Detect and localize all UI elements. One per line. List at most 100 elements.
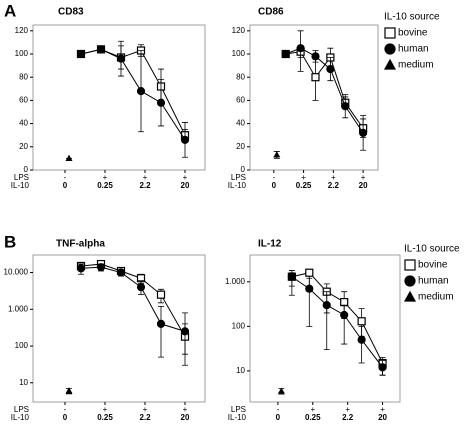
circle-marker	[116, 268, 126, 277]
y-tick-label: 100	[232, 49, 246, 58]
y-tick-label: 1.000	[8, 304, 29, 313]
plot-frame	[249, 24, 379, 171]
lps-label: -	[64, 405, 67, 414]
error-bar	[358, 325, 365, 364]
legend-label: human	[398, 44, 429, 55]
x-tick-label: 2.2	[342, 413, 354, 422]
y-tick-label: 80	[19, 72, 28, 81]
lps-label: -	[64, 173, 67, 182]
series-line	[80, 266, 186, 332]
square-marker	[311, 73, 320, 82]
circle-marker	[357, 335, 366, 344]
legend-marker	[404, 275, 416, 287]
circle-marker	[311, 52, 320, 61]
circle-marker	[305, 284, 314, 293]
circle-marker	[76, 49, 86, 59]
y-tick-label: 100	[15, 49, 29, 58]
y-tick-label: 60	[19, 96, 28, 105]
x-tick-label: 20	[181, 181, 190, 190]
square-marker	[305, 268, 314, 277]
triangle-marker	[273, 151, 281, 158]
row-label: B	[4, 232, 16, 251]
lps-label: +	[345, 405, 350, 414]
x-tick-label: 2.2	[328, 181, 340, 190]
plot-frame	[249, 254, 401, 403]
lps-label: +	[301, 173, 306, 182]
circle-marker	[287, 272, 296, 281]
y-tick-label: 40	[19, 119, 28, 128]
square-marker	[340, 298, 349, 307]
lps-label: -	[277, 405, 280, 414]
lps-label: +	[103, 173, 108, 182]
series-line	[285, 51, 364, 129]
y-tick-label: 20	[236, 142, 245, 151]
legend-marker	[383, 58, 397, 70]
lps-label: +	[310, 405, 315, 414]
x-tick-label: 20	[378, 413, 387, 422]
y-tick-label: 0	[241, 165, 246, 174]
circle-marker	[136, 283, 146, 292]
x-tick-label: 0.25	[97, 413, 113, 422]
y-tick-label: 100	[232, 321, 246, 330]
axis-row-label: IL-10	[11, 181, 30, 190]
axis-row-label: IL-10	[228, 181, 247, 190]
lps-label: +	[103, 405, 108, 414]
triangle-marker	[65, 387, 73, 394]
circle-marker	[341, 102, 350, 111]
x-tick-label: 20	[181, 413, 190, 422]
circle-marker	[116, 54, 126, 63]
lps-label: +	[143, 173, 148, 182]
axis-row-label: LPS	[231, 405, 246, 414]
circle-marker	[96, 45, 106, 54]
error-bar	[158, 305, 164, 358]
lps-label: +	[361, 173, 366, 182]
y-tick-label: 120	[15, 26, 29, 35]
panel-title: TNF-alpha	[56, 239, 105, 250]
y-tick-label: 10.000	[4, 268, 29, 277]
x-tick-label: 0.25	[296, 181, 312, 190]
plot-frame	[32, 254, 206, 403]
axis-row-label: LPS	[231, 173, 246, 182]
x-tick-label: 0	[272, 181, 277, 190]
square-marker	[357, 317, 366, 326]
circle-marker	[96, 263, 106, 272]
lps-label: +	[143, 405, 148, 414]
y-tick-label: 40	[236, 119, 245, 128]
circle-marker	[378, 363, 387, 372]
y-tick-label: 10	[236, 366, 245, 375]
y-tick-label: 120	[232, 26, 246, 35]
circle-marker	[281, 49, 290, 59]
circle-marker	[76, 264, 86, 273]
axis-row-label: IL-10	[228, 413, 247, 422]
y-tick-label: 80	[236, 72, 245, 81]
axis-row-label: LPS	[14, 405, 29, 414]
series-line	[80, 263, 186, 337]
circle-marker	[340, 310, 349, 320]
circle-marker	[296, 44, 305, 53]
circle-marker	[156, 319, 166, 329]
x-tick-label: 0	[63, 413, 68, 422]
circle-marker	[322, 300, 331, 310]
axis-row-label: LPS	[14, 173, 29, 182]
legend-marker	[384, 43, 396, 55]
circle-marker	[180, 135, 190, 144]
legend-label: bovine	[418, 260, 448, 271]
series-line	[80, 48, 186, 141]
y-tick-label: 0	[24, 165, 29, 174]
legend-label: medium	[398, 60, 434, 71]
plot-frame	[32, 24, 206, 171]
panel-title: CD86	[258, 7, 284, 18]
legend-label: medium	[418, 292, 454, 303]
legend-marker	[404, 259, 416, 271]
panel-title: IL-12	[258, 239, 282, 250]
y-tick-label: 60	[236, 96, 245, 105]
x-tick-label: 2.2	[139, 413, 151, 422]
axis-row-label: IL-10	[11, 413, 30, 422]
x-tick-label: 20	[359, 181, 368, 190]
error-bar	[323, 291, 330, 351]
x-tick-label: 0	[276, 413, 281, 422]
circle-marker	[359, 128, 368, 137]
circle-marker	[180, 327, 190, 336]
y-tick-label: 10	[19, 378, 28, 387]
